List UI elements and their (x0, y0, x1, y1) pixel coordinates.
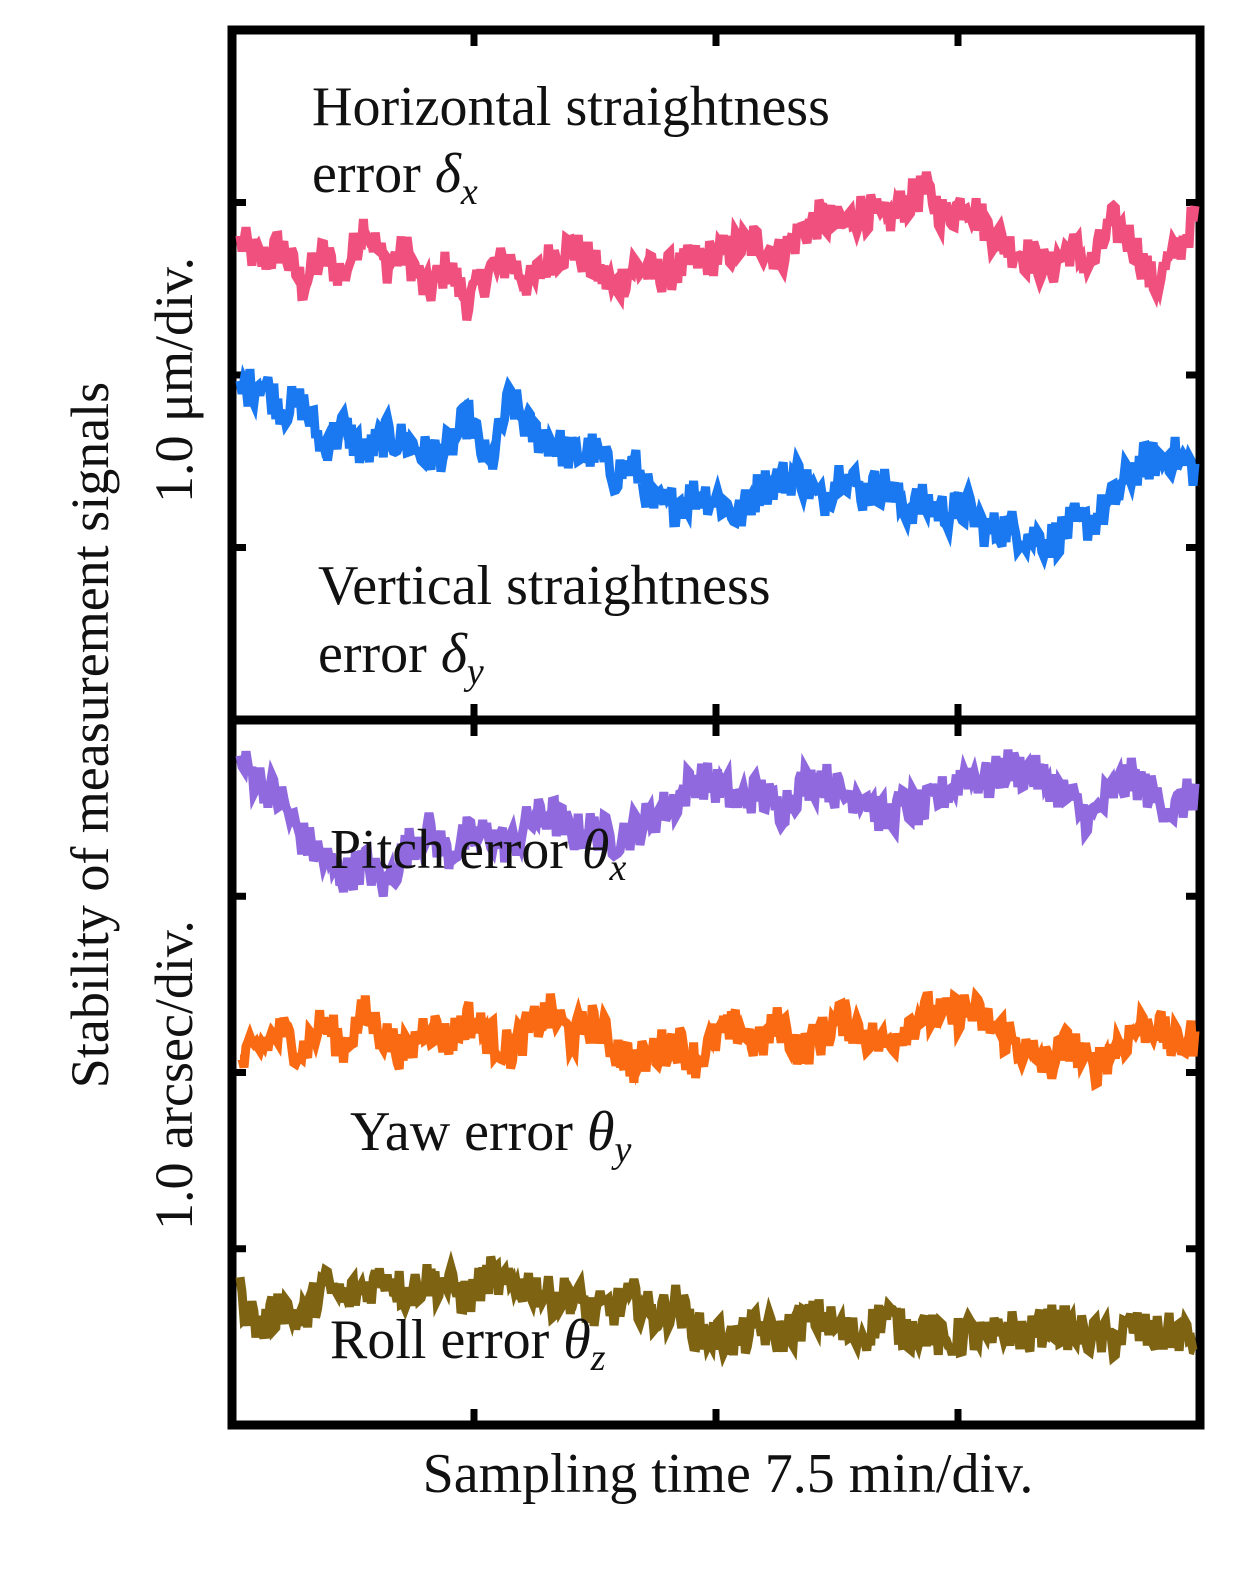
y-axis-label-main: Stability of measurement signals (60, 382, 120, 1088)
series-label-roll: Roll error θz (330, 1309, 606, 1379)
series-line-horizontal-straightness (235, 171, 1200, 322)
series-line-yaw (237, 986, 1200, 1092)
series-label-pitch: Pitch error θx (330, 819, 626, 889)
series-label-vertical-straightness: Vertical straightness (318, 555, 771, 617)
series-label-horizontal-straightness: Horizontal straightness (312, 76, 830, 138)
series-label-vertical-straightness-sub: error δy (318, 623, 484, 693)
series-label-horizontal-straightness-sub: error δx (312, 143, 478, 213)
y-axis-units-bottom: 1.0 arcsec/div. (144, 920, 204, 1230)
series-layer (235, 171, 1200, 1368)
x-axis-label: Sampling time 7.5 min/div. (423, 1443, 1034, 1505)
axis-ticks (232, 30, 1200, 1425)
series-label-yaw: Yaw error θy (350, 1101, 631, 1171)
series-line-pitch (235, 749, 1200, 898)
series-line-vertical-straightness (235, 364, 1200, 571)
series-line-roll (235, 1250, 1198, 1368)
y-axis-units-top: 1.0 μm/div. (144, 257, 204, 503)
